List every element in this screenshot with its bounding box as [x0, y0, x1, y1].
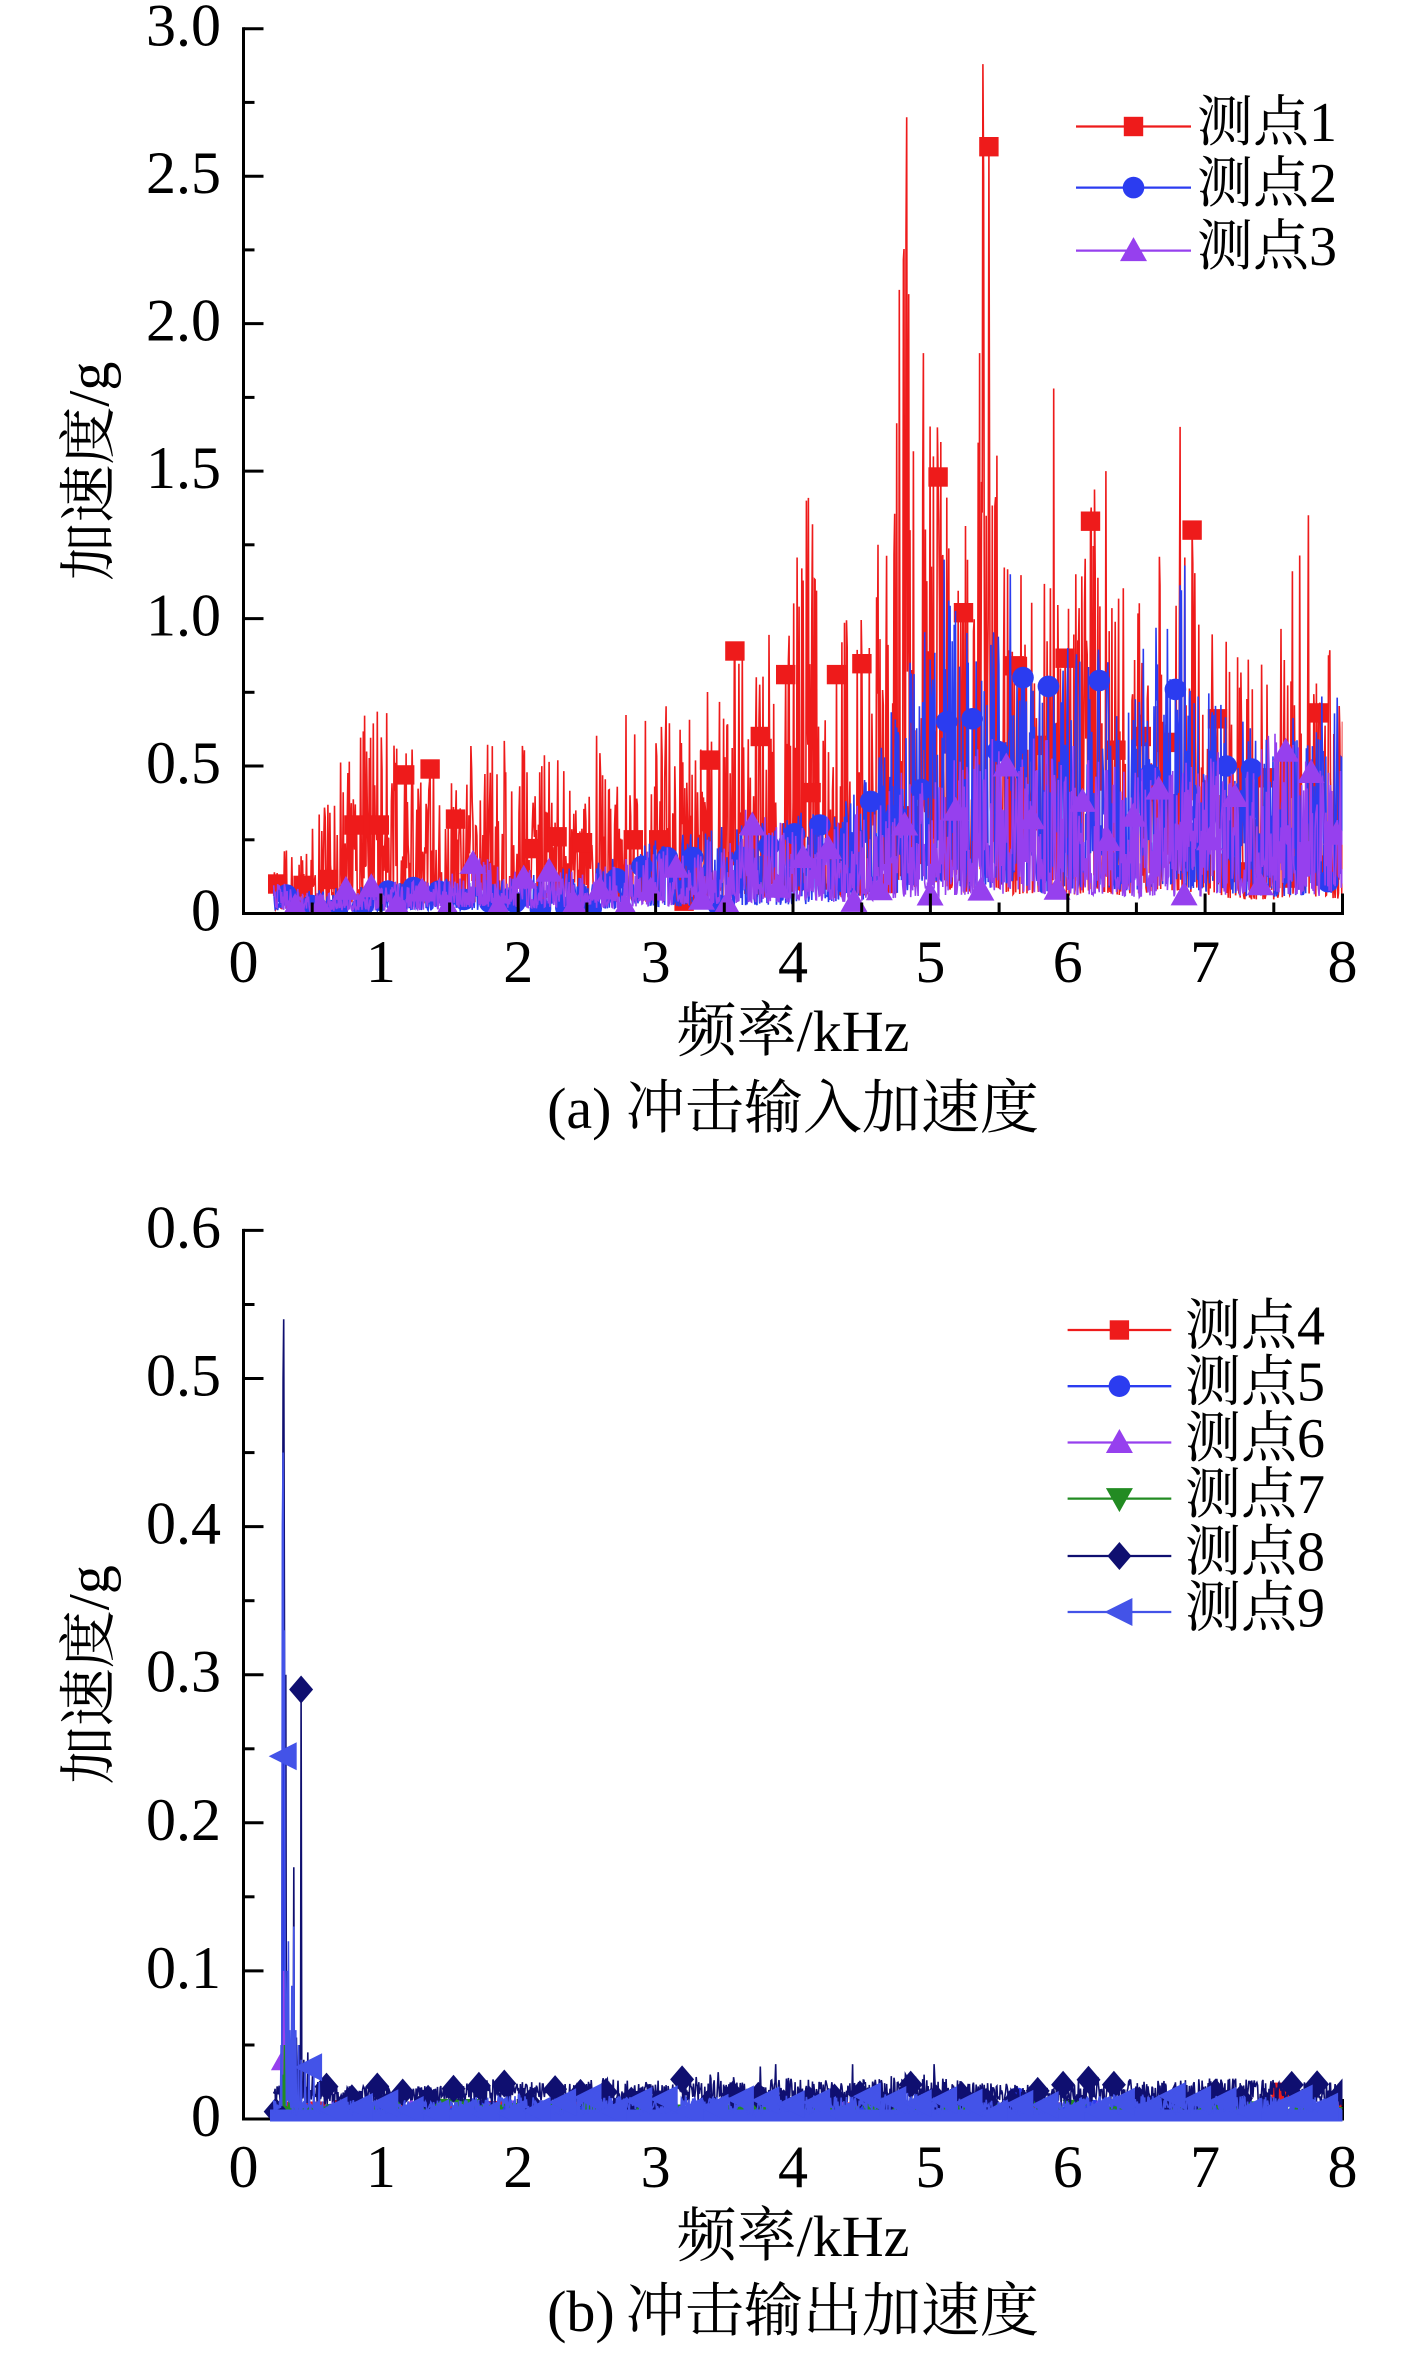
- svg-text:2: 2: [503, 2134, 533, 2200]
- svg-text:2: 2: [1309, 153, 1337, 215]
- svg-text:1.5: 1.5: [146, 435, 221, 501]
- svg-text:8: 8: [1328, 929, 1358, 995]
- svg-text:/g: /g: [57, 362, 122, 407]
- svg-text:(a): (a): [547, 1076, 611, 1141]
- svg-text:3.0: 3.0: [146, 0, 221, 59]
- svg-text:/kHz: /kHz: [797, 999, 910, 1064]
- svg-text:2: 2: [503, 929, 533, 995]
- svg-text:5: 5: [1297, 1352, 1325, 1414]
- svg-text:2.0: 2.0: [146, 288, 221, 354]
- svg-text:2.5: 2.5: [146, 140, 221, 206]
- svg-text:6: 6: [1053, 929, 1083, 995]
- svg-text:(b): (b): [547, 2279, 615, 2344]
- svg-text:3: 3: [641, 929, 671, 995]
- svg-text:9: 9: [1297, 1578, 1325, 1640]
- svg-text:4: 4: [778, 929, 808, 995]
- svg-text:1: 1: [1309, 92, 1337, 154]
- svg-text:/kHz: /kHz: [797, 2204, 910, 2269]
- svg-text:0: 0: [229, 2134, 259, 2200]
- svg-text:0.6: 0.6: [146, 1194, 221, 1260]
- svg-text:0: 0: [191, 2083, 221, 2149]
- svg-text:0: 0: [229, 929, 259, 995]
- svg-text:5: 5: [915, 929, 945, 995]
- svg-text:3: 3: [1309, 216, 1337, 278]
- svg-text:1.0: 1.0: [146, 583, 221, 649]
- svg-text:4: 4: [778, 2134, 808, 2200]
- svg-text:0.4: 0.4: [146, 1491, 221, 1557]
- svg-text:0.5: 0.5: [146, 1343, 221, 1409]
- svg-text:3: 3: [641, 2134, 671, 2200]
- svg-text:0.2: 0.2: [146, 1787, 221, 1853]
- svg-text:0: 0: [191, 878, 221, 944]
- svg-text:8: 8: [1328, 2134, 1358, 2200]
- svg-text:7: 7: [1190, 929, 1220, 995]
- svg-text:/g: /g: [57, 1565, 122, 1610]
- svg-text:1: 1: [366, 929, 396, 995]
- svg-text:0.5: 0.5: [146, 730, 221, 796]
- svg-text:1: 1: [366, 2134, 396, 2200]
- svg-text:4: 4: [1297, 1296, 1325, 1358]
- svg-text:7: 7: [1190, 2134, 1220, 2200]
- svg-text:6: 6: [1297, 1408, 1325, 1470]
- svg-text:8: 8: [1297, 1522, 1325, 1584]
- svg-text:6: 6: [1053, 2134, 1083, 2200]
- svg-text:0.1: 0.1: [146, 1935, 221, 2001]
- svg-text:5: 5: [915, 2134, 945, 2200]
- svg-text:7: 7: [1297, 1464, 1325, 1526]
- svg-text:0.3: 0.3: [146, 1639, 221, 1705]
